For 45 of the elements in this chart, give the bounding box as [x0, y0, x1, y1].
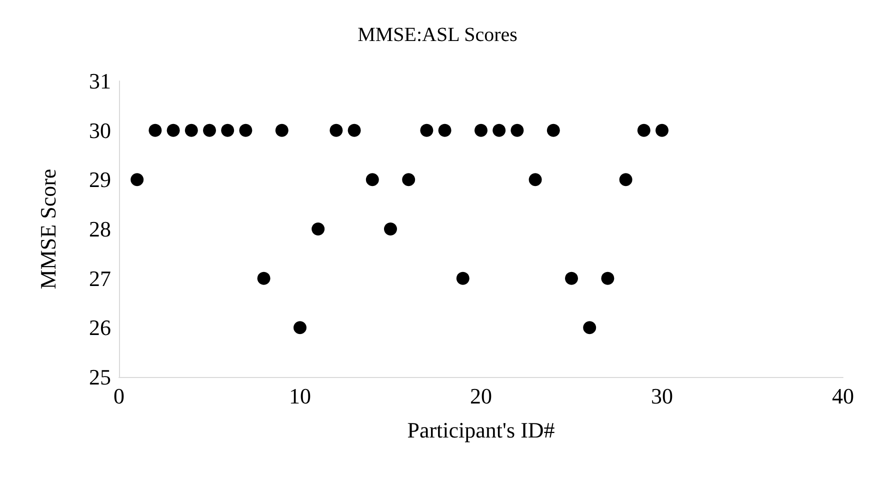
point — [583, 321, 596, 334]
point — [456, 272, 470, 285]
point — [221, 124, 234, 137]
point — [546, 124, 560, 137]
y-tick-label: 30 — [89, 118, 111, 143]
x-tick-label: 20 — [470, 384, 492, 408]
point — [528, 173, 542, 186]
point — [330, 124, 343, 137]
x-tick-label: 10 — [289, 384, 311, 408]
point — [402, 173, 416, 186]
x-tick-label: 30 — [651, 384, 673, 408]
point — [656, 124, 668, 137]
point — [148, 124, 162, 137]
point — [130, 173, 144, 186]
point — [601, 272, 614, 285]
point — [294, 321, 306, 334]
point — [619, 173, 632, 186]
point — [420, 124, 434, 137]
y-tick-label: 26 — [89, 315, 111, 340]
point — [438, 124, 452, 137]
point — [166, 124, 180, 137]
y-tick-label: 27 — [89, 266, 111, 291]
y-tick-label: 25 — [89, 364, 111, 390]
y-tick-label: 28 — [89, 216, 111, 242]
x-tick-label: 0 — [114, 384, 124, 408]
point — [366, 173, 379, 186]
point — [565, 272, 578, 285]
point — [312, 222, 325, 236]
point — [239, 124, 252, 137]
point — [510, 124, 524, 137]
chart-title: MMSE:ASL Scores — [358, 24, 518, 46]
y-tick-label: 29 — [89, 167, 111, 192]
point — [348, 124, 361, 137]
y-tick-label: 31 — [89, 68, 111, 94]
point — [184, 124, 198, 137]
point — [275, 124, 288, 137]
x-tick-label: 40 — [832, 384, 854, 408]
point — [492, 124, 506, 137]
point — [203, 124, 216, 137]
x-axis-title: Participant's ID# — [407, 418, 555, 442]
point — [637, 124, 650, 137]
point — [474, 124, 488, 137]
point — [384, 222, 397, 236]
point — [257, 272, 270, 285]
y-axis-title: MMSE Score — [36, 168, 60, 290]
